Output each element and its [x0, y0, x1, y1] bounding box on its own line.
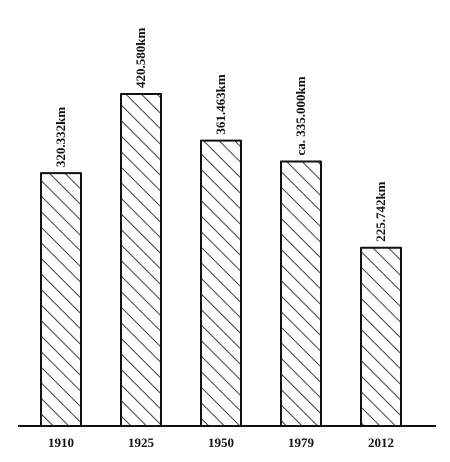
bar-2012: [360, 246, 402, 427]
x-tick-label-2012: 2012: [368, 435, 394, 450]
bars-layer: [40, 93, 402, 427]
x-tick-label-1925: 1925: [128, 435, 155, 450]
x-tick-label-1950: 1950: [208, 435, 234, 450]
value-label-1910: 320.332km: [53, 107, 68, 167]
value-labels-layer: 320.332km 420.580km 361.463km ca. 335.000km…: [53, 28, 388, 242]
x-tick-label-1910: 1910: [48, 435, 74, 450]
bar-1925: [120, 93, 162, 427]
value-label-1925: 420.580km: [133, 28, 148, 88]
value-label-1979: ca. 335.000km: [293, 76, 308, 155]
x-tick-label-1979: 1979: [288, 435, 315, 450]
value-label-1950: 361.463km: [213, 74, 228, 134]
value-label-2012: 225.742km: [373, 181, 388, 241]
x-tick-labels-layer: 1910 1925 1950 1979 2012: [48, 435, 394, 450]
bar-1950: [200, 139, 242, 427]
bar-1979: [280, 160, 322, 427]
bar-1910: [40, 172, 82, 427]
